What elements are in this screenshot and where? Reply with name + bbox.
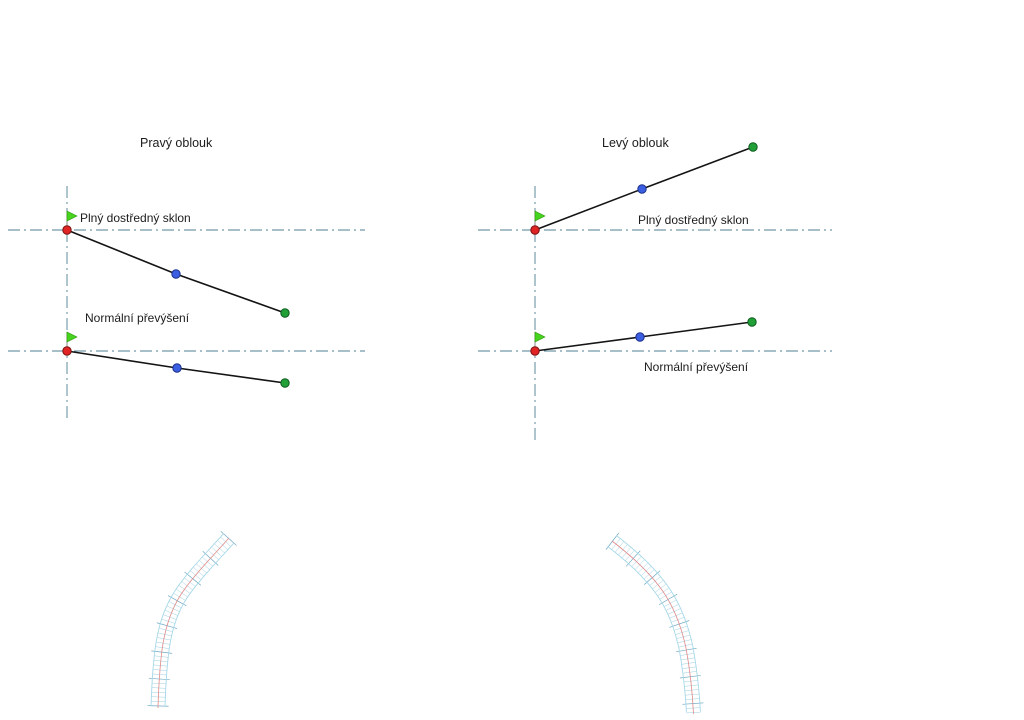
right-curve-normal-crossfall-label: Normální převýšení — [85, 311, 190, 325]
road-edge-line — [164, 542, 235, 707]
road-centerline — [611, 540, 694, 715]
right-curve-start-grip-0[interactable] — [62, 225, 72, 235]
road-edge-line — [616, 535, 701, 712]
left-curve-diagram — [478, 142, 832, 444]
left-curve-normal-crossfall-label: Normální převýšení — [644, 360, 749, 374]
right-curve-title: Pravý oblouk — [140, 136, 213, 150]
right-curve-end-grip-0[interactable] — [280, 308, 290, 318]
road-centerline — [157, 537, 230, 709]
right-curve-full-slope-label: Plný dostředný sklon — [80, 211, 191, 225]
right-curve-start-grip-1[interactable] — [62, 346, 72, 356]
road-edge-line — [607, 546, 687, 713]
plan-view-right-curve — [147, 531, 237, 709]
start-flag-icon — [66, 331, 78, 343]
left-curve-full-slope-label: Plný dostředný sklon — [638, 213, 749, 227]
road-edge-line — [150, 533, 225, 707]
start-flag-icon — [534, 210, 546, 222]
right-curve-mid-grip-0[interactable] — [171, 269, 181, 279]
right-curve-end-grip-1[interactable] — [280, 378, 290, 388]
left-curve-mid-grip-1[interactable] — [635, 332, 645, 342]
start-flag-icon — [534, 331, 546, 343]
left-curve-end-grip-0[interactable] — [748, 142, 758, 152]
left-curve-mid-grip-0[interactable] — [637, 184, 647, 194]
left-curve-end-grip-1[interactable] — [747, 317, 757, 327]
start-flag-icon — [66, 210, 78, 222]
right-curve-diagram — [8, 186, 365, 418]
plan-view-left-curve — [605, 532, 704, 715]
left-curve-start-grip-1[interactable] — [530, 346, 540, 356]
left-curve-start-grip-0[interactable] — [530, 225, 540, 235]
right-curve-mid-grip-1[interactable] — [172, 363, 182, 373]
left-curve-title: Levý oblouk — [602, 136, 669, 150]
